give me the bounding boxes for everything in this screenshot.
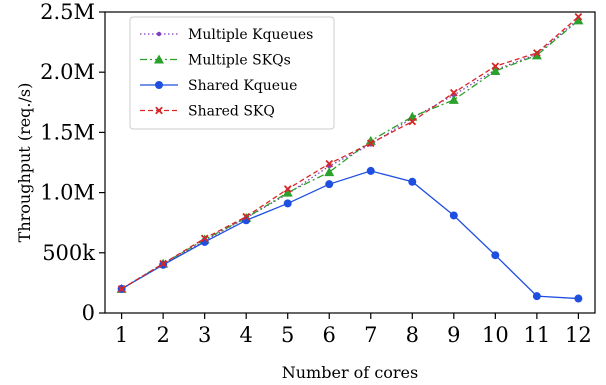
y-tick-label: 0 [82,301,95,325]
y-tick-labels: 0 500k 1.0M 1.5M 2.0M 2.5M [40,0,95,325]
y-tick-label: 1.5M [40,120,95,144]
data-point-shared-skq [117,285,126,293]
data-point-shared-skq [325,159,334,168]
legend-label-shared-kqueue: Shared Kqueue [188,78,297,94]
data-point-multiple-skqs [282,187,293,197]
x-tick-label: 1 [115,323,128,347]
legend-item-shared-kqueue: Shared Kqueue [140,78,297,94]
y-tick-label: 2.0M [40,60,95,84]
series-layer [116,12,584,303]
data-point-shared-skq [283,185,292,193]
x-marker-stroke [366,139,375,148]
y-tick-label: 1.0M [40,181,95,205]
data-point-shared-kqueue [325,180,334,189]
legend-marker-shared-kqueue [155,81,163,89]
data-point-shared-kqueue [449,211,458,220]
x-marker-stroke [533,49,541,57]
data-point-shared-kqueue [283,199,292,208]
y-tick-label: 500k [42,241,95,265]
legend-item-multiple-skqs: Multiple SKQs [140,53,291,69]
x-marker-stroke [242,212,251,221]
data-point-shared-skq [159,259,167,268]
x-tick-label: 10 [482,323,509,347]
data-point-shared-skq [533,49,541,57]
x-axis-label: Number of cores [282,363,418,382]
legend-item-shared-skq: Shared SKQ [140,104,275,120]
x-tick-labels: 1 2 3 4 5 6 7 8 9 10 11 12 [115,323,592,347]
legend-marker-shared-skq [155,106,163,115]
x-marker-stroke [574,12,583,21]
x-tick-label: 12 [565,323,592,347]
legend-label-shared-skq: Shared SKQ [188,104,275,120]
legend-marker-multiple-kqueues [156,31,162,37]
data-point-shared-kqueue [532,292,541,301]
data-point-shared-skq [242,212,251,221]
legend-marker-multiple-skqs [154,54,164,64]
x-marker-stroke [408,117,417,126]
data-point-shared-kqueue [408,177,417,186]
x-marker-stroke [449,88,458,97]
x-tick-label: 6 [323,323,336,347]
data-point-shared-kqueue [574,294,583,303]
data-point-shared-kqueue [366,166,375,175]
y-axis-label: Throughput (req./s) [15,83,34,243]
x-marker-stroke [491,62,500,71]
series-shared-skq [117,12,583,293]
data-point-multiple-skqs [531,50,542,60]
data-point-shared-skq [491,62,500,71]
data-point-multiple-skqs [490,65,501,75]
legend: Multiple Kqueues Multiple SKQs Shared Kque… [129,16,335,130]
series-line-multiple-kqueues [121,18,579,290]
legend-box [129,16,335,130]
data-point-shared-skq [408,117,417,126]
legend-label-multiple-kqueues: Multiple Kqueues [188,27,313,43]
series-line-shared-kqueue [121,170,579,300]
x-marker-stroke [117,285,126,293]
data-point-multiple-skqs [573,15,584,25]
x-tick-label: 4 [239,323,252,347]
series-line-shared-skq [121,16,579,290]
series-line-multiple-skqs [121,19,579,290]
x-tick-label: 8 [406,323,419,347]
x-marker-stroke [283,185,292,193]
tick-marks [99,11,579,319]
legend-label-multiple-skqs: Multiple SKQs [188,53,291,69]
x-tick-label: 9 [447,323,460,347]
x-tick-label: 2 [156,323,169,347]
legend-item-multiple-kqueues: Multiple Kqueues [140,27,313,43]
x-tick-label: 5 [281,323,294,347]
data-point-multiple-skqs [448,94,459,104]
x-tick-label: 11 [523,323,550,347]
data-point-shared-skq [449,88,458,97]
x-marker-stroke [325,159,334,168]
data-point-multiple-skqs [324,167,335,177]
x-tick-label: 7 [364,323,377,347]
data-point-shared-skq [200,234,209,243]
data-point-shared-skq [574,12,583,21]
data-point-shared-kqueue [491,251,500,260]
y-tick-label: 2.5M [40,0,95,24]
data-point-shared-skq [366,139,375,148]
x-tick-label: 3 [198,323,211,347]
x-marker-stroke [200,234,209,243]
x-marker-stroke [159,259,167,268]
plot-frame [104,11,596,314]
x-marker-stroke [155,106,163,115]
